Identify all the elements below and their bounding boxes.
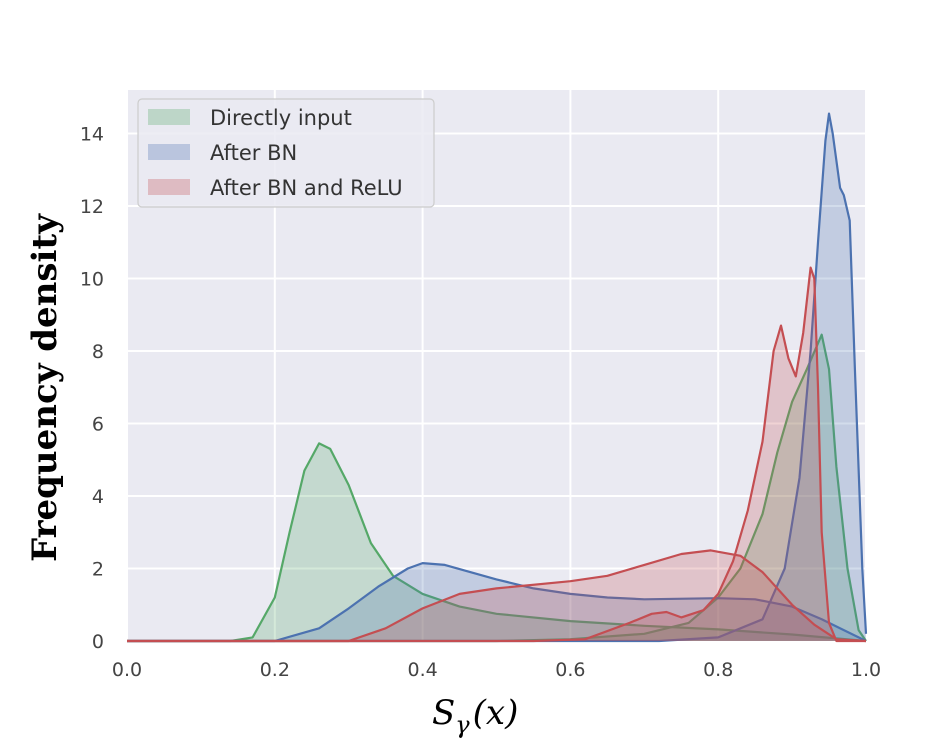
series-area-2: [127, 563, 866, 641]
y-tick-label: 8: [92, 341, 104, 363]
x-tick-label: 0.4: [407, 659, 437, 681]
y-tick-label: 2: [92, 559, 104, 581]
y-tick-label: 0: [92, 631, 104, 653]
legend-frame: [137, 98, 435, 208]
legend-label: After BN: [210, 141, 297, 165]
series-layer: [127, 112, 868, 643]
series-line-0: [127, 442, 867, 643]
x-tick-label: 1.0: [851, 659, 881, 681]
y-axis-label: Frequency density: [25, 213, 65, 562]
series-line-4: [127, 549, 867, 643]
y-tick-labels: 0 2 4 6 8 10 12 14: [80, 124, 104, 654]
series-line-5: [127, 266, 866, 643]
legend-swatch: [148, 179, 190, 195]
x-tick-labels: 0.0 0.2 0.4 0.6 0.8 1.0: [112, 659, 881, 681]
x-tick-label: 0.8: [703, 659, 733, 681]
series-area-5: [127, 267, 866, 641]
legend: Directly input After BN After BN and ReLU: [137, 98, 435, 208]
series-line-3: [127, 112, 868, 643]
y-tick-label: 14: [80, 124, 104, 146]
x-tick-label: 0.2: [260, 659, 290, 681]
y-tick-label: 4: [92, 486, 104, 508]
y-tick-label: 6: [92, 414, 104, 436]
legend-swatch: [148, 144, 190, 160]
y-tick-label: 12: [80, 196, 104, 218]
y-tick-label: 10: [80, 269, 104, 291]
x-tick-label: 0.6: [555, 659, 585, 681]
x-axis-label: Sγ(x): [432, 693, 518, 739]
legend-swatch: [148, 109, 190, 125]
series-area-3: [127, 113, 866, 642]
legend-label: After BN and ReLU: [210, 176, 403, 200]
series-area-0: [127, 443, 866, 641]
legend-label: Directly input: [210, 106, 352, 130]
x-tick-label: 0.0: [112, 659, 142, 681]
series-area-1: [127, 334, 866, 641]
series-line-2: [127, 562, 867, 643]
series-line-1: [127, 333, 867, 643]
